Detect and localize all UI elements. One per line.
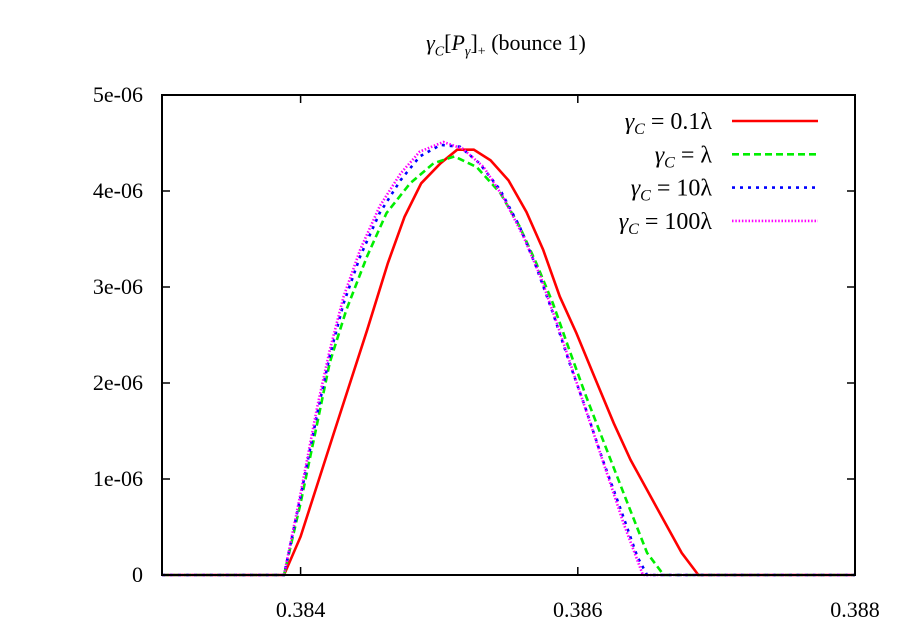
y-tick-label: 0 xyxy=(132,562,143,587)
series-line xyxy=(162,155,855,577)
legend-label: γC = 100λ xyxy=(619,209,713,238)
series-line xyxy=(162,148,855,577)
y-tick-label: 1e-06 xyxy=(93,466,143,491)
title-bracket-open: [ xyxy=(444,30,452,55)
series-line xyxy=(162,143,855,577)
legend-label: γC = 0.1λ xyxy=(625,109,713,138)
title-p-sub: γ xyxy=(464,44,471,60)
title-p: P xyxy=(451,30,465,55)
series-line xyxy=(162,140,855,577)
legend-label: γC = 10λ xyxy=(631,176,713,205)
title-gamma-sub: C xyxy=(434,44,445,60)
chart-title: γC[Pγ]+ (bounce 1) xyxy=(0,30,913,60)
y-tick-label: 3e-06 xyxy=(93,274,143,299)
title-gamma: γ xyxy=(426,30,435,55)
y-tick-label: 4e-06 xyxy=(93,178,143,203)
legend-label: γC = λ xyxy=(655,142,713,171)
x-tick-label: 0.388 xyxy=(830,597,880,622)
y-tick-label: 5e-06 xyxy=(93,82,143,107)
x-tick-label: 0.386 xyxy=(553,597,603,622)
title-rest: (bounce 1) xyxy=(485,30,586,55)
y-tick-label: 2e-06 xyxy=(93,370,143,395)
title-plus-sub: + xyxy=(477,44,486,60)
x-tick-label: 0.384 xyxy=(276,597,326,622)
plot-frame xyxy=(161,94,856,576)
title-bracket-close: ] xyxy=(470,30,478,55)
